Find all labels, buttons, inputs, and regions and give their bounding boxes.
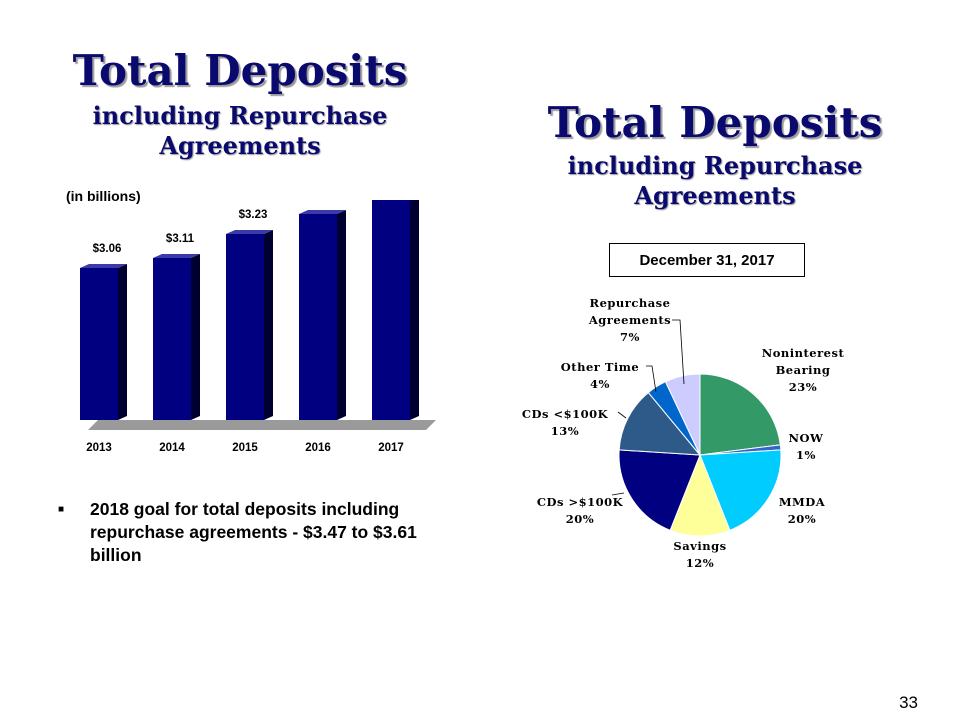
pie-name-label: MMDA: [779, 495, 826, 509]
bar-value-label: $3.11: [166, 233, 195, 245]
pie-percent-label: 23%: [789, 380, 817, 394]
bar-value-label: $3.06: [93, 243, 122, 255]
date-label: December 31, 2017: [609, 243, 805, 277]
pie-percent-label: 20%: [566, 512, 594, 526]
bar-face: [153, 258, 191, 420]
bar-top: [80, 264, 127, 268]
pie-label: NOW 1%: [789, 431, 825, 462]
pie-percent-label: 1%: [796, 448, 816, 462]
pie-label: Noninterest Bearing 23%: [762, 346, 845, 394]
chart-floor: [88, 420, 436, 430]
pie-name-label: Savings: [673, 539, 726, 553]
pie-name-label: Agreements: [588, 313, 671, 327]
pie-chart: Noninterest Bearing 23% NOW 1% MMDA 20% Savings…: [522, 296, 845, 570]
leader-line: [611, 492, 625, 496]
leader-line: [646, 365, 657, 393]
pie-slice-cds-100k: [618, 391, 702, 456]
leader-line: [672, 319, 685, 385]
bar-top: [153, 254, 200, 258]
right-chart-subtitle: including Repurchase Agreements: [567, 151, 863, 210]
x-tick-label: 2017: [378, 442, 404, 454]
bar-chart: $3.062013$3.112014$3.232015$3.332016$3.5…: [80, 200, 436, 454]
pie-slice-noninterest-bearing: [699, 373, 781, 456]
x-tick-label: 2014: [159, 442, 185, 454]
left-chart-subtitle: including Repurchase Agreements: [92, 101, 388, 160]
leader-line: [617, 411, 627, 419]
bar-2013: [80, 264, 127, 420]
pie-slice-mmda: [699, 449, 782, 531]
x-tick-label: 2015: [232, 442, 258, 454]
goal-text: 2018 goal for total deposits including r…: [90, 499, 417, 565]
bar-value-label: $3.33: [312, 200, 341, 201]
bar-value-label: $3.23: [239, 209, 268, 221]
x-tick-label: 2016: [305, 442, 331, 454]
pie-label: CDs >$100K 20%: [537, 495, 624, 526]
goal-bullet: ■ 2018 goal for total deposits including…: [58, 498, 458, 567]
pie-name-label: Noninterest: [762, 346, 845, 360]
pie-percent-label: 20%: [788, 512, 816, 526]
bar-side: [264, 230, 273, 420]
bar-face: [372, 200, 410, 420]
pie-slice-savings: [669, 453, 731, 537]
bar-face: [299, 214, 337, 420]
pie-name-label: CDs <$100K: [522, 407, 609, 421]
pie-label: Other Time 4%: [561, 360, 639, 391]
page-number: 33: [899, 693, 918, 712]
bar-side: [118, 264, 127, 420]
right-chart-title: Total Deposits: [547, 98, 883, 147]
bar-top: [299, 210, 346, 214]
bar-side: [410, 200, 419, 420]
pie-percent-label: 13%: [551, 424, 579, 438]
bar-face: [226, 234, 264, 420]
pie-percent-label: 7%: [620, 330, 640, 344]
pie-name-label: NOW: [789, 431, 825, 445]
pie-percent-label: 12%: [686, 556, 714, 570]
pie-label: Savings 12%: [673, 539, 726, 570]
pie-slice-cds-100k: [618, 449, 701, 531]
units-label: (in billions): [66, 188, 141, 204]
x-tick-label: 2013: [86, 442, 112, 454]
bar-2014: [153, 254, 200, 420]
pie-slice-repurchase-agreements: [664, 373, 701, 456]
bar-side: [337, 210, 346, 420]
pie-name-label: CDs >$100K: [537, 495, 624, 509]
pie-label: CDs <$100K 13%: [522, 407, 609, 438]
bar-top: [226, 230, 273, 234]
bar-2016: [299, 210, 346, 420]
pie-label: MMDA 20%: [779, 495, 826, 526]
pie-name-label: Bearing: [776, 363, 831, 377]
left-chart-title: Total Deposits: [72, 46, 408, 95]
pie-name-label: Other Time: [561, 360, 639, 374]
bar-face: [80, 268, 118, 420]
bullet-square-icon: ■: [58, 504, 65, 515]
pie-name-label: Repurchase: [590, 296, 671, 310]
bar-2017: [372, 200, 419, 420]
pie-percent-label: 4%: [590, 377, 610, 391]
bar-side: [191, 254, 200, 420]
pie-label: Repurchase Agreements 7%: [588, 296, 671, 344]
bar-2015: [226, 230, 273, 420]
